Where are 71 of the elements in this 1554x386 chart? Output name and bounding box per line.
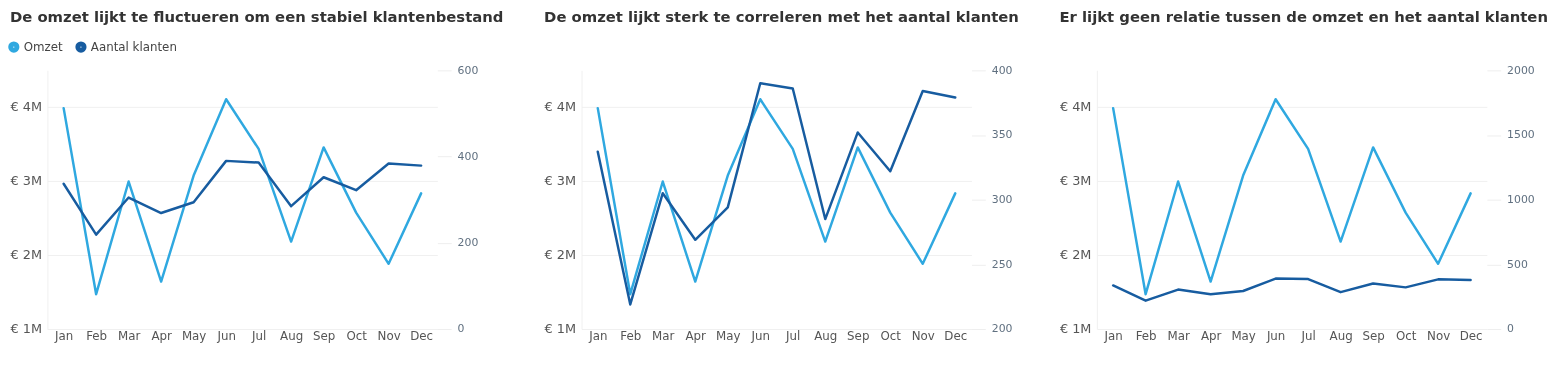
x-tick-label: Sep (312, 329, 336, 344)
y2-tick-label: 2000 (1507, 63, 1535, 77)
y2-tick-label: 400 (991, 63, 1013, 77)
y2-tick-label: 0 (457, 322, 465, 336)
x-tick-label: Oct (346, 329, 368, 344)
x-tick-label: Apr (685, 329, 707, 344)
x-tick-label: Nov (911, 329, 935, 344)
y-tick-label: € 1M (10, 321, 42, 337)
x-tick-label: Feb (86, 329, 108, 344)
y2-tick-label: 300 (991, 193, 1013, 207)
y-tick-label: € 3M (544, 173, 577, 189)
legend-label: Aantal klanten (90, 40, 177, 55)
y-tick-label: € 3M (10, 173, 42, 189)
y2-tick-label: 600 (457, 63, 479, 77)
x-tick-label: May (1231, 329, 1256, 344)
x-tick-label: Dec (944, 329, 968, 344)
x-tick-label: Jan (1103, 329, 1123, 344)
y-tick-label: € 2M (10, 247, 42, 263)
x-tick-label: Mar (1167, 329, 1190, 344)
y-tick-label: € 1M (1059, 321, 1092, 337)
x-tick-label: Oct (1395, 329, 1417, 344)
x-tick-label: Nov (1427, 329, 1451, 344)
y-tick-label: € 4M (544, 99, 577, 115)
line-series (1111, 277, 1472, 302)
chart-title: De omzet lijkt te fluctueren om een stabiel klantenbestand (9, 7, 504, 25)
x-tick-label: Jun (216, 329, 236, 344)
x-tick-label: Jul (1300, 329, 1316, 344)
x-tick-label: Jan (54, 329, 74, 344)
x-tick-label: Apr (151, 329, 172, 344)
legend-label: Omzet (23, 40, 64, 55)
x-tick-label: Mar (652, 329, 675, 344)
x-tick-label: Aug (814, 329, 838, 344)
line-series (62, 159, 423, 236)
x-tick-label: Oct (880, 329, 902, 344)
x-tick-label: Feb (1135, 329, 1157, 344)
x-tick-label: Jul (785, 329, 801, 344)
x-tick-label: Aug (1329, 329, 1353, 344)
x-tick-label: Nov (377, 329, 401, 344)
line-series (1111, 98, 1472, 296)
y-tick-label: € 2M (544, 247, 577, 263)
y2-tick-label: 1500 (1507, 128, 1535, 142)
y-tick-label: € 3M (1059, 173, 1092, 189)
y2-tick-label: 0 (1507, 322, 1515, 336)
y2-tick-label: 400 (457, 150, 479, 164)
x-tick-label: Apr (1200, 329, 1222, 344)
x-tick-label: Aug (280, 329, 304, 344)
x-tick-label: Sep (847, 329, 870, 344)
y-tick-label: € 4M (1059, 99, 1092, 115)
x-tick-label: Feb (620, 329, 642, 344)
line-series (62, 98, 423, 296)
x-tick-label: Dec (410, 329, 434, 344)
y-tick-label: € 2M (1059, 247, 1092, 263)
y2-tick-label: 500 (1507, 257, 1528, 271)
x-tick-label: Sep (1362, 329, 1385, 344)
x-tick-label: Jul (250, 329, 267, 344)
chart-title: De omzet lijkt sterk te correleren met het aantal klanten (544, 7, 1019, 25)
x-tick-label: Jan (588, 329, 608, 344)
x-tick-label: Jun (750, 329, 770, 344)
y2-tick-label: 250 (991, 257, 1013, 271)
y-tick-label: € 4M (10, 99, 42, 115)
x-tick-label: May (716, 329, 741, 344)
y2-tick-label: 1000 (1507, 193, 1535, 207)
chart-title: Er lijkt geen relatie tussen de omzet en het aantal klanten (1059, 7, 1548, 25)
y2-tick-label: 200 (991, 322, 1013, 336)
y-tick-label: € 1M (544, 321, 577, 337)
x-tick-label: Mar (117, 329, 141, 344)
y2-tick-label: 350 (991, 128, 1013, 142)
x-tick-label: Dec (1459, 329, 1483, 344)
x-tick-label: May (181, 329, 207, 344)
y2-tick-label: 200 (457, 236, 479, 250)
x-tick-label: Jun (1265, 329, 1286, 344)
